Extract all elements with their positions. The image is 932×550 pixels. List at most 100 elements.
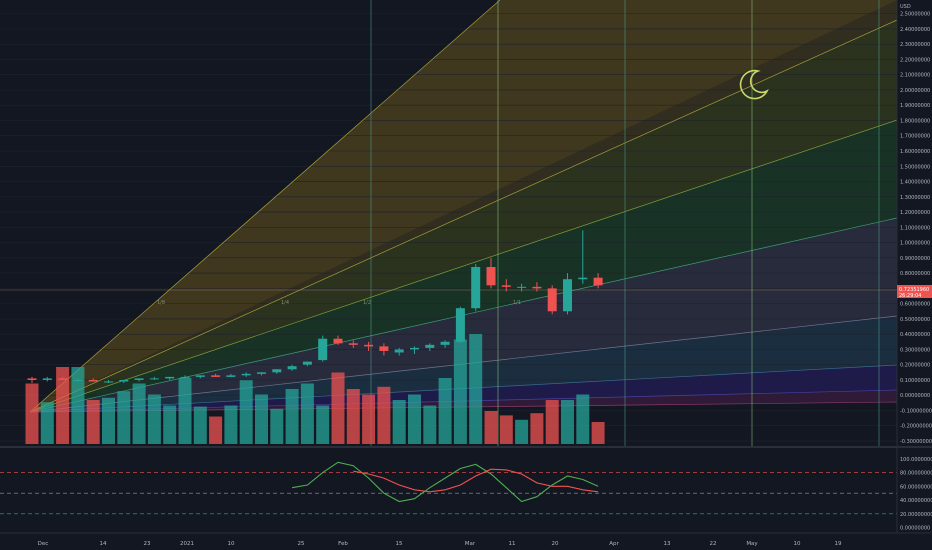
- x-tick-label: Mar: [465, 541, 476, 547]
- volume-bar: [423, 405, 437, 444]
- candle-body[interactable]: [455, 308, 465, 342]
- volume-bar: [25, 383, 39, 444]
- candle-body[interactable]: [532, 286, 542, 289]
- candle-body[interactable]: [302, 361, 312, 365]
- candle-body[interactable]: [440, 341, 450, 345]
- candle-body[interactable]: [563, 279, 572, 312]
- candle-body[interactable]: [180, 376, 190, 378]
- x-tick-label: 11: [509, 541, 516, 547]
- crescent-moon-icon: [739, 69, 769, 100]
- y-tick-label: 2.50000000: [900, 12, 930, 18]
- x-tick-label: 25: [298, 541, 305, 547]
- stoch-axis[interactable]: 100.00000000 80.00000000 60.00000000 40.000…: [900, 457, 932, 532]
- volume-bar: [56, 367, 70, 444]
- volume-bar: [392, 400, 406, 444]
- candle-body[interactable]: [119, 379, 129, 382]
- candle-body[interactable]: [42, 378, 52, 380]
- stoch-tick-label: 60.00000000: [900, 484, 932, 490]
- candle-body[interactable]: [149, 378, 159, 380]
- candle-body[interactable]: [226, 375, 236, 377]
- candle-body[interactable]: [257, 372, 266, 374]
- fan-label-2: 1/4: [281, 300, 289, 306]
- price-tag-value: 0.72351960: [899, 287, 929, 293]
- candle-body[interactable]: [578, 277, 588, 280]
- y-tick-label: 0.20000000: [900, 363, 930, 369]
- y-tick-label: 0.90000000: [900, 256, 930, 262]
- fan-labels: 1/8 1/4 1/2 1/1: [157, 300, 521, 306]
- y-tick-label: 1.20000000: [900, 210, 930, 216]
- y-tick-label: 0.30000000: [900, 347, 930, 353]
- stochastic-pane: [0, 461, 897, 515]
- candle-body[interactable]: [471, 267, 481, 309]
- y-tick-label: 0.80000000: [900, 271, 930, 277]
- candle-body[interactable]: [333, 338, 343, 344]
- volume-bar: [515, 419, 529, 444]
- fan-line-2: [29, 19, 898, 413]
- y-tick-label: 2.40000000: [900, 27, 930, 33]
- fan-line-1: [29, 0, 501, 413]
- x-tick-label: Dec: [38, 541, 49, 547]
- candle-body[interactable]: [73, 379, 83, 381]
- candle-body[interactable]: [287, 366, 297, 370]
- x-tick-label: 13: [664, 541, 671, 547]
- candle-body[interactable]: [241, 373, 251, 376]
- volume-bar: [255, 394, 268, 444]
- y-tick-label: 0.40000000: [900, 332, 930, 338]
- candle-body[interactable]: [272, 369, 282, 373]
- volume-bar: [362, 394, 376, 444]
- x-tick-label: May: [746, 541, 758, 547]
- candle-body[interactable]: [27, 378, 37, 380]
- volume-bar: [102, 397, 115, 444]
- fan-label-3: 1/2: [363, 300, 371, 306]
- x-tick-label: 23: [144, 541, 151, 547]
- candle-body[interactable]: [134, 378, 144, 380]
- volume-bars: [25, 334, 605, 444]
- candle-body[interactable]: [394, 349, 404, 353]
- volume-bar: [270, 408, 284, 444]
- x-tick-label: Feb: [338, 541, 348, 547]
- candle-body[interactable]: [593, 277, 603, 286]
- volume-bar: [453, 339, 467, 444]
- candle-body[interactable]: [486, 267, 496, 286]
- candle-body[interactable]: [547, 288, 557, 312]
- stoch-line-k: [292, 461, 599, 503]
- candle-body[interactable]: [410, 347, 419, 350]
- volume-bar: [285, 389, 299, 444]
- volume-bar: [484, 411, 498, 444]
- stoch-tick-label: 80.00000000: [900, 471, 932, 477]
- candles: [27, 230, 603, 383]
- time-axis[interactable]: Dec 14 23 2021 10 25 Feb 15 Mar 11 20 Apr 13 22 May 10 1…: [38, 541, 842, 547]
- candle-body[interactable]: [517, 286, 527, 288]
- fan-label-4: 1/1: [513, 300, 521, 306]
- candle-body[interactable]: [318, 338, 328, 361]
- candle-body[interactable]: [58, 378, 68, 380]
- candle-body[interactable]: [88, 379, 98, 382]
- volume-bar: [545, 400, 559, 444]
- candle-body[interactable]: [425, 344, 435, 348]
- y-tick-label: 2.10000000: [900, 73, 930, 79]
- candle-body[interactable]: [211, 375, 221, 377]
- candle-body[interactable]: [379, 346, 389, 351]
- candle-body[interactable]: [165, 376, 175, 379]
- y-tick-label: 1.30000000: [900, 195, 930, 201]
- candle-body[interactable]: [348, 343, 358, 345]
- candle-body[interactable]: [104, 381, 113, 383]
- volume-bar: [499, 415, 513, 444]
- y-tick-label: 0.60000000: [900, 302, 930, 308]
- y-tick-label: 2.30000000: [900, 42, 930, 48]
- volume-bar: [576, 394, 590, 444]
- candle-body[interactable]: [364, 344, 374, 347]
- price-axis[interactable]: 2.50000000 2.40000000 2.30000000 2.20000000…: [900, 12, 932, 445]
- volume-bar: [438, 378, 452, 444]
- candle-body[interactable]: [195, 375, 205, 377]
- cycle-lines: [370, 0, 880, 446]
- y-tick-label: -0.10000000: [900, 408, 932, 414]
- fan-label-1: 1/8: [157, 300, 165, 306]
- y-tick-label: -0.30000000: [900, 439, 932, 445]
- y-tick-label: 0.00000000: [900, 393, 930, 399]
- y-tick-label: 1.90000000: [900, 103, 930, 109]
- y-tick-label: 1.60000000: [900, 149, 930, 155]
- candle-body[interactable]: [501, 285, 511, 287]
- volume-bar: [346, 389, 360, 444]
